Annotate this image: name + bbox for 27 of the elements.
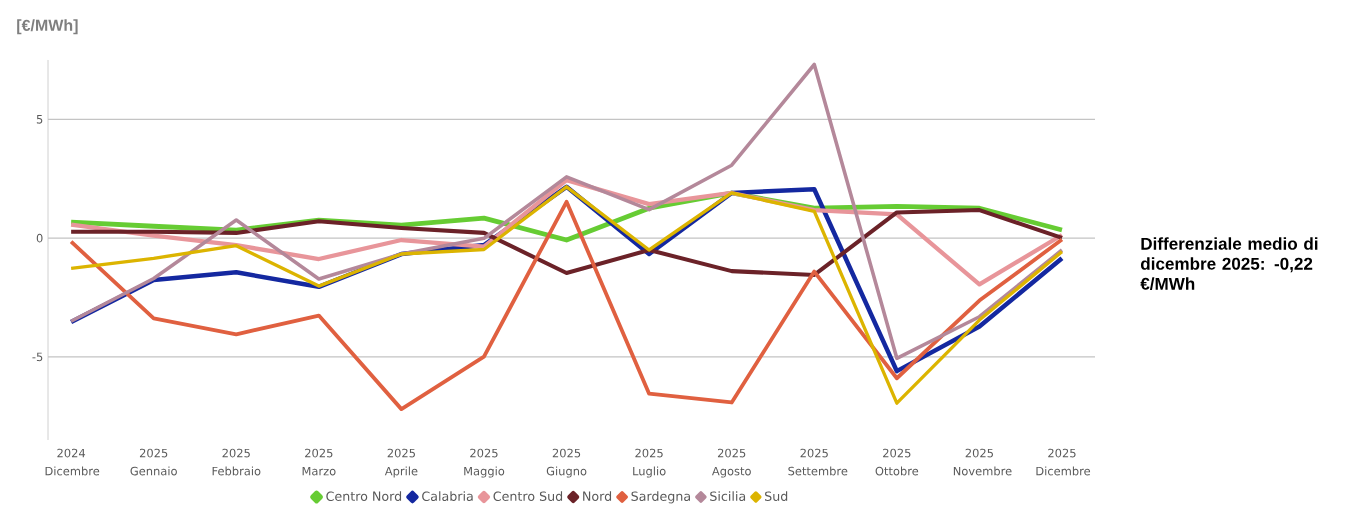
text: Differenziale medio di dicembre 2025: -0,22 €/MWh (1140, 237, 1318, 290)
x-tick-label: 2025 Marzo (302, 448, 336, 476)
legend-label: Sud (765, 491, 788, 501)
x-tick-label: 2025 Ottobre (875, 448, 919, 476)
legend-label: Sardegna (631, 491, 690, 504)
line-series (69, 62, 1064, 361)
x-tick-label: 2025 Maggio (464, 448, 505, 478)
x-tick-label: 2025 Settembre (788, 448, 848, 476)
x-tick-label: 2025 Luglio (633, 448, 666, 478)
x-tick-label: 2025 Agosto (711, 448, 751, 478)
legend-label: Nord (583, 491, 612, 501)
legend-label: Sicilia (710, 491, 746, 501)
text: [€/MWh] (17, 19, 78, 35)
x-tick-label: 2024 Dicembre (45, 448, 100, 476)
y-tick-label: 5 (36, 115, 43, 124)
x-tick-label: 2025 Giugno (546, 448, 587, 478)
x-tick-label: 2025 Gennaio (130, 448, 177, 476)
y-tick-label: -5 (32, 352, 43, 362)
x-tick-label: 2025 Aprile (384, 448, 418, 478)
y-tick-label: 0 (36, 233, 43, 243)
x-tick-label: 2025 Novembre (953, 448, 1012, 476)
x-tick-label: 2025 Febbraio (212, 448, 261, 476)
legend-label: Centro Nord (326, 491, 402, 501)
x-tick-label: 2025 Dicembre (1036, 448, 1091, 476)
legend-label: Centro Sud (493, 491, 563, 501)
line-series (69, 208, 1065, 277)
legend-label: Calabria (422, 491, 473, 501)
